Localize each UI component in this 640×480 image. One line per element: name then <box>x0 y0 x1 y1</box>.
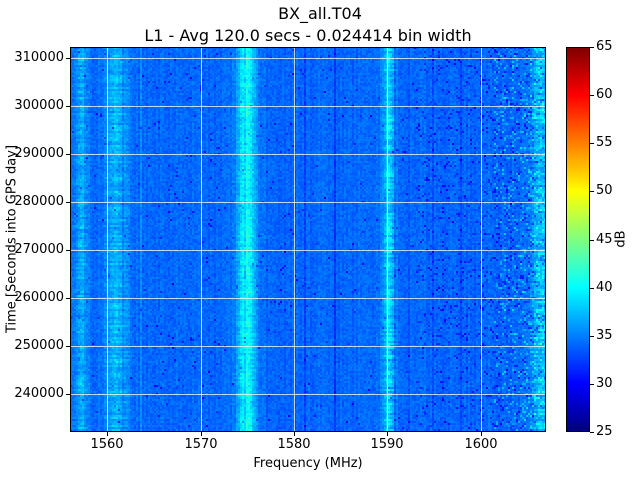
colorbar-tick-mark <box>590 336 594 337</box>
colorbar-tick-mark <box>590 95 594 96</box>
y-tick-label: 250000 <box>14 338 64 353</box>
y-tick-mark <box>66 58 70 59</box>
colorbar-tick-mark <box>590 240 594 241</box>
x-tick-mark <box>387 432 388 436</box>
y-tick-label: 270000 <box>14 242 64 257</box>
colorbar-tick-mark <box>590 432 594 433</box>
y-tick-label: 290000 <box>14 146 64 161</box>
y-tick-mark <box>66 346 70 347</box>
colorbar-tick-mark <box>590 288 594 289</box>
colorbar-tick-label: 25 <box>596 424 613 439</box>
x-tick-label: 1600 <box>464 437 498 452</box>
colorbar-tick-mark <box>590 143 594 144</box>
y-tick-mark <box>66 394 70 395</box>
x-axis-label: Frequency (MHz) <box>253 456 363 471</box>
y-tick-mark <box>66 298 70 299</box>
y-tick-label: 280000 <box>14 194 64 209</box>
x-tick-label: 1580 <box>277 437 311 452</box>
colorbar-tick-label: 65 <box>596 39 613 54</box>
heatmap-image <box>70 47 546 432</box>
colorbar-tick-label: 45 <box>596 232 613 247</box>
colorbar-tick-label: 30 <box>596 376 613 391</box>
y-tick-mark <box>66 106 70 107</box>
x-tick-mark <box>201 432 202 436</box>
axes-title: L1 - Avg 120.0 secs - 0.024414 bin width <box>144 26 472 45</box>
colorbar-tick-label: 55 <box>596 135 613 150</box>
y-tick-label: 260000 <box>14 290 64 305</box>
colorbar-tick-label: 60 <box>596 87 613 102</box>
y-tick-mark <box>66 202 70 203</box>
colorbar-tick-mark <box>590 191 594 192</box>
colorbar-tick-label: 50 <box>596 183 613 198</box>
x-tick-mark <box>294 432 295 436</box>
x-tick-mark <box>107 432 108 436</box>
y-tick-mark <box>66 250 70 251</box>
x-tick-label: 1560 <box>90 437 124 452</box>
colorbar-tick-mark <box>590 47 594 48</box>
x-tick-mark <box>481 432 482 436</box>
y-tick-label: 240000 <box>14 386 64 401</box>
colorbar-tick-label: 35 <box>596 328 613 343</box>
x-tick-label: 1590 <box>370 437 404 452</box>
y-tick-mark <box>66 154 70 155</box>
figure-title: BX_all.T04 <box>278 4 362 23</box>
colorbar <box>566 47 590 432</box>
y-tick-label: 310000 <box>14 50 64 65</box>
colorbar-tick-mark <box>590 384 594 385</box>
colorbar-tick-label: 40 <box>596 280 613 295</box>
x-tick-label: 1570 <box>184 437 218 452</box>
y-tick-label: 300000 <box>14 98 64 113</box>
